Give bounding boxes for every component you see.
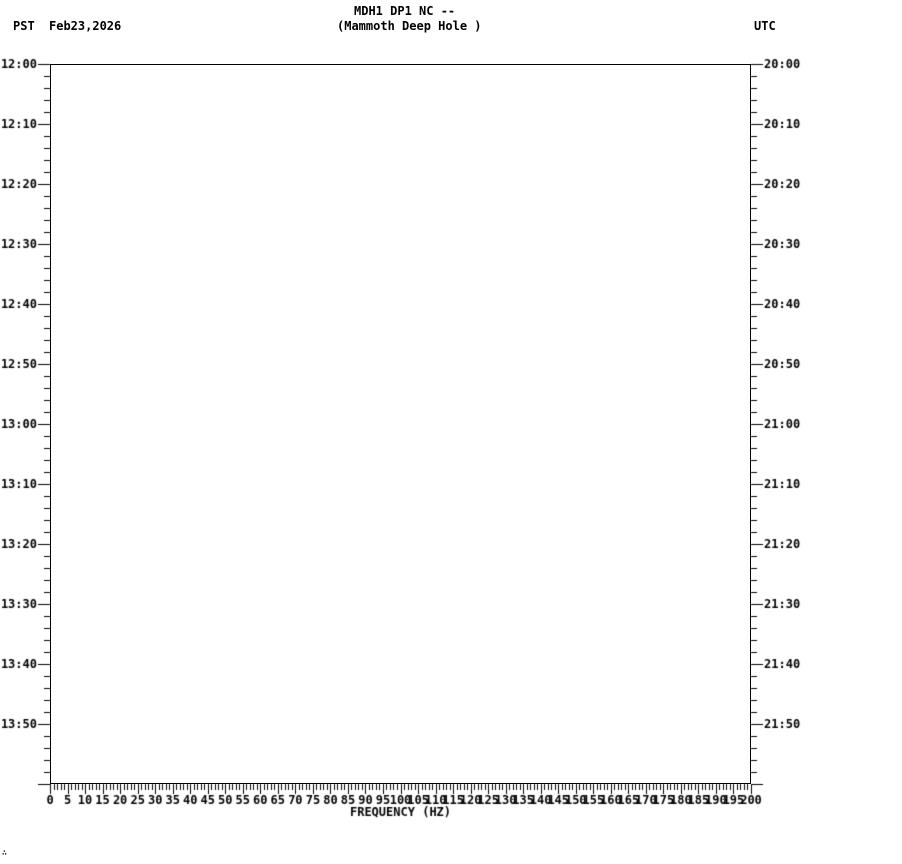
seismogram-trace [830, 60, 900, 790]
spectrogram-plot [50, 64, 751, 784]
footer-mark: ∴ [2, 848, 7, 857]
spectrogram-heatmap [51, 65, 750, 783]
